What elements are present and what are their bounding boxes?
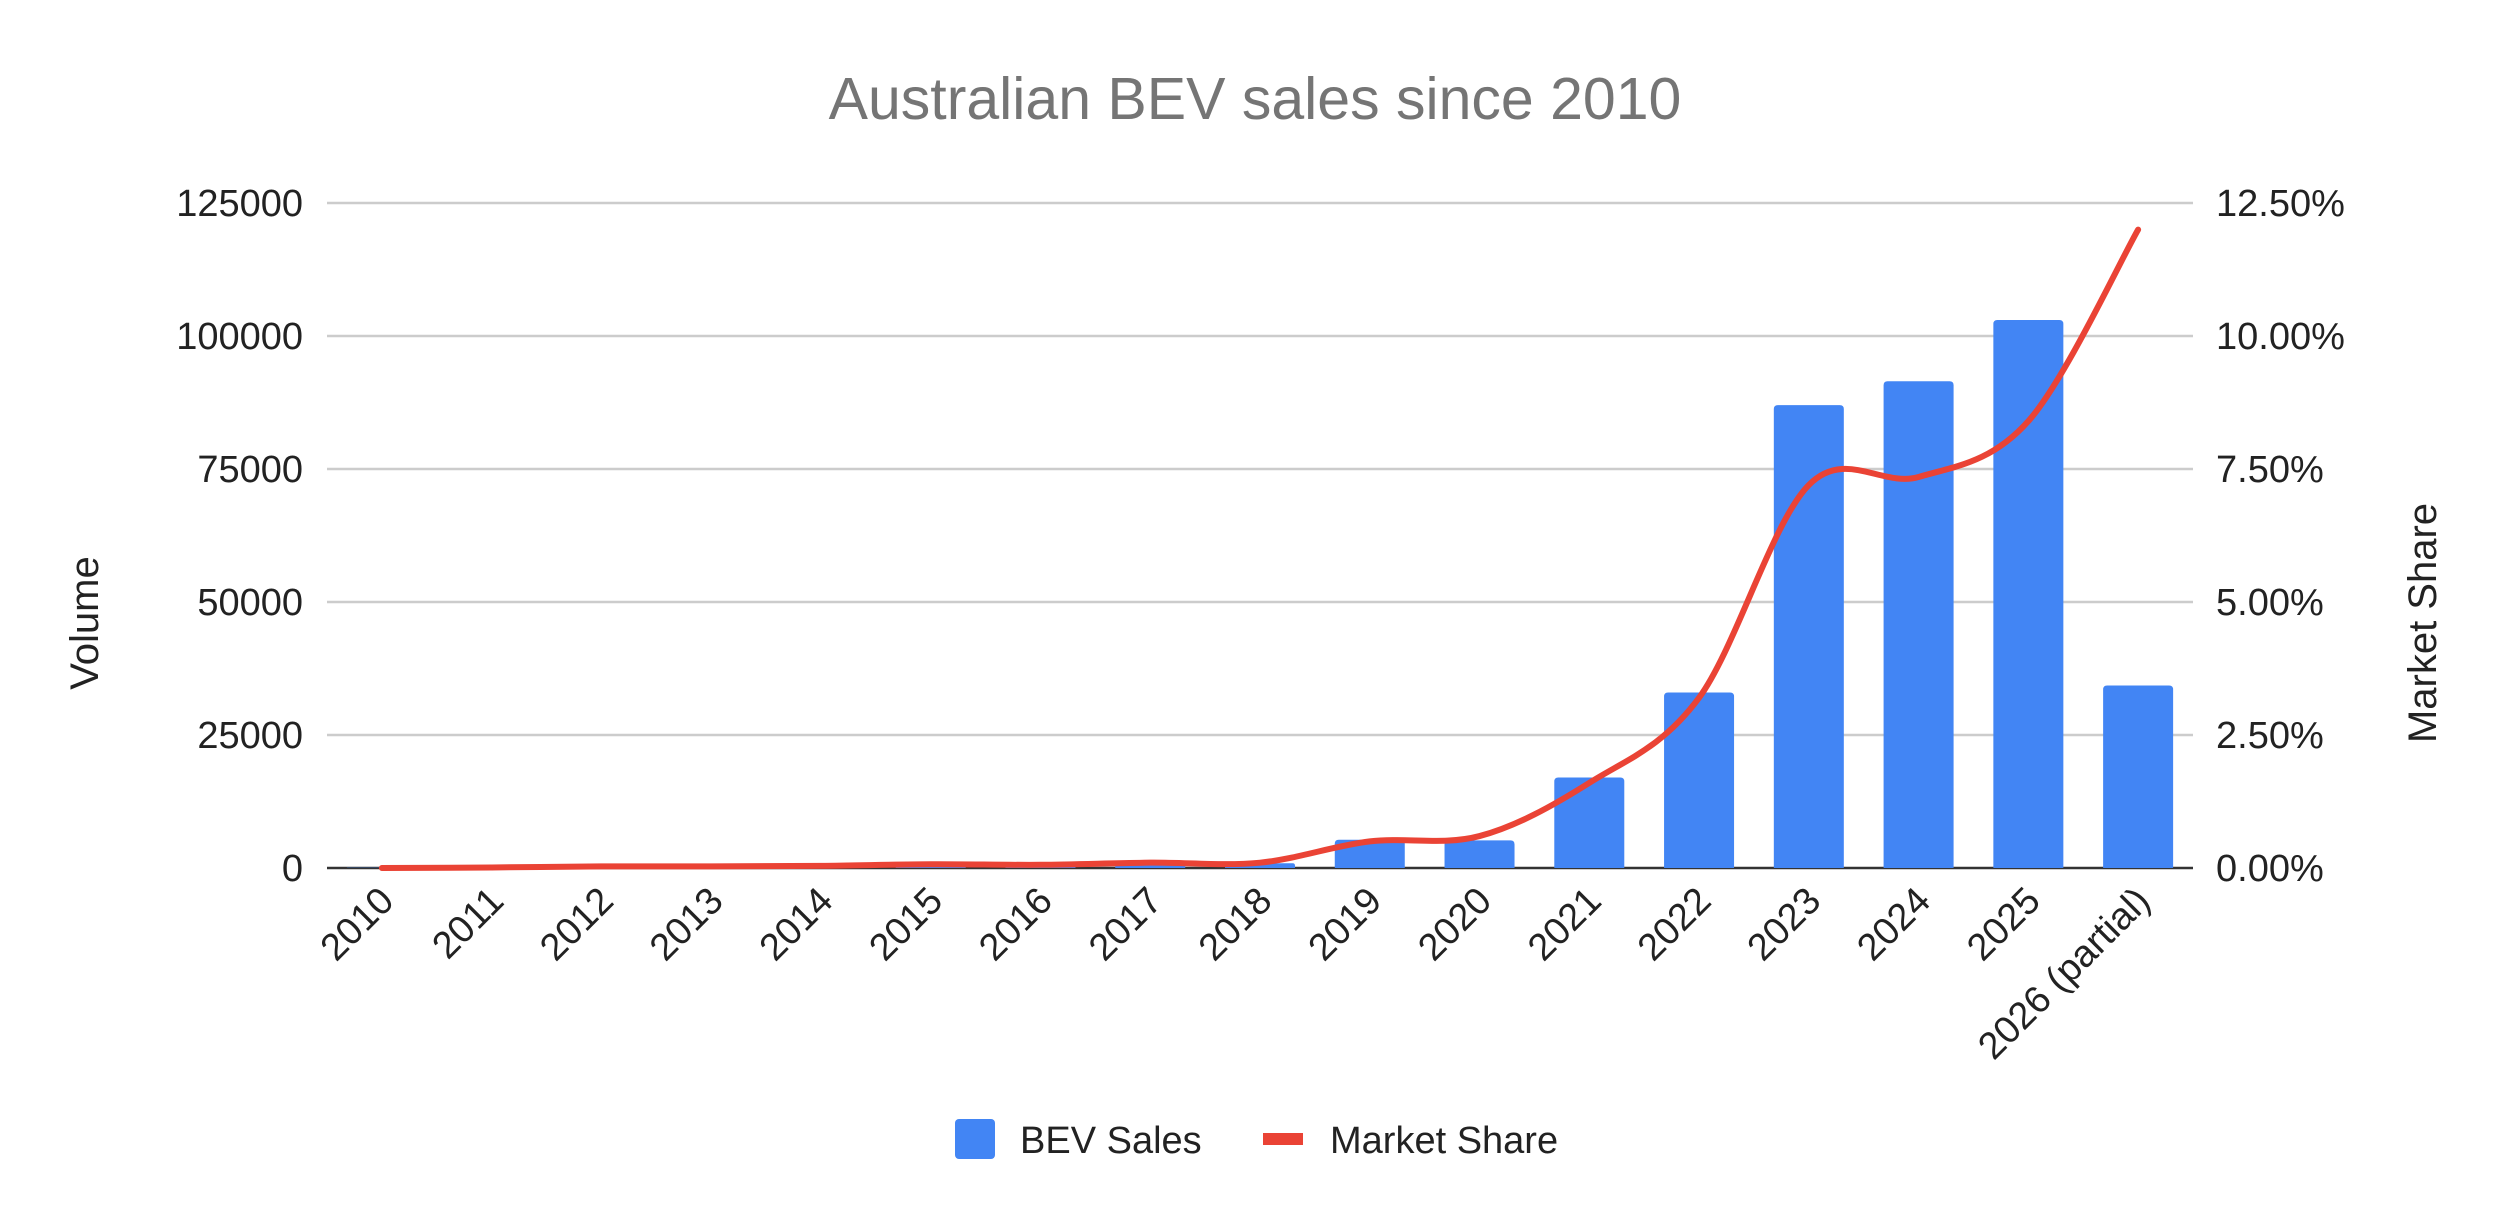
legend-swatch-market-share [1263,1133,1303,1145]
legend-swatch-bev-sales [955,1119,995,1159]
line-series [378,226,2142,871]
bar-2023 [1773,405,1844,868]
bar-2020 [1444,840,1515,868]
chart-title: Australian BEV sales since 2010 [829,66,1682,132]
y-axis-right: 0.00% 2.50% 5.00% 7.50% 10.00% 12.50% [2216,183,2345,890]
y-tick-label: 75000 [197,449,303,491]
x-tick-label: 2023 [1740,880,1829,969]
x-tick-label: 2010 [313,880,402,969]
y2-axis-title: Market Share [2401,503,2445,743]
bar-2026 [2103,685,2174,868]
x-tick-label: 2013 [642,880,731,969]
x-tick-label: 2025 [1959,880,2048,969]
y2-tick-label: 10.00% [2216,316,2345,358]
x-tick-label: 2018 [1191,880,1280,969]
y2-tick-label: 7.50% [2216,449,2324,491]
bar-series [346,320,2174,868]
bar-2025 [1993,320,2064,868]
y-tick-label: 25000 [197,715,303,757]
y-tick-label: 0 [282,848,303,890]
y-tick-label: 50000 [197,582,303,624]
x-tick-label: 2011 [425,880,512,967]
legend-label-bev-sales: BEV Sales [1020,1120,1202,1162]
y-tick-label: 125000 [176,183,303,225]
x-tick-label: 2017 [1081,880,1170,969]
y-axis-title: Volume [63,556,107,689]
y2-tick-label: 2.50% [2216,715,2324,757]
x-tick-label: 2015 [862,880,951,969]
x-tick-label: 2020 [1410,880,1499,969]
x-tick-label: 2021 [1520,880,1609,969]
y-axis-left: 0 25000 50000 75000 100000 125000 [176,183,303,890]
market-share-line [378,226,2142,871]
x-tick-label: 2019 [1301,880,1390,969]
bar-2021 [1554,777,1625,868]
x-tick-label: 2012 [532,880,621,969]
y2-tick-label: 12.50% [2216,183,2345,225]
bar-2024 [1883,381,1954,868]
y2-tick-label: 5.00% [2216,582,2324,624]
y-tick-label: 100000 [176,316,303,358]
x-axis: 2010 2011 2012 2013 2014 2015 2016 2017 2018 2019… [313,880,2159,1068]
legend: BEV Sales Market Share [955,1119,1558,1162]
bar-2022 [1664,692,1735,868]
x-tick-label: 2014 [752,880,841,969]
x-tick-label: 2024 [1849,880,1938,969]
x-tick-label: 2022 [1630,880,1719,969]
y2-tick-label: 0.00% [2216,848,2324,890]
x-tick-label: 2016 [971,880,1060,969]
legend-label-market-share: Market Share [1330,1120,1558,1162]
